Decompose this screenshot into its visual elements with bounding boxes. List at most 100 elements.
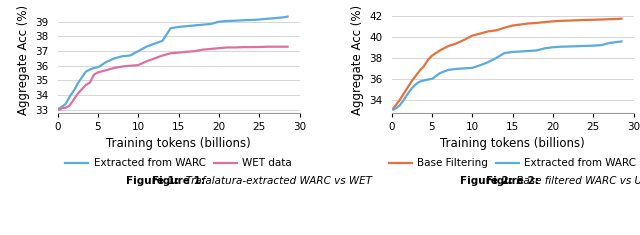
WET data xyxy=(90,73,98,76)
Legend: Extracted from WARC, WET data: Extracted from WARC, WET data xyxy=(65,158,292,168)
Extracted from WARC xyxy=(444,69,452,71)
Extracted from WARC xyxy=(392,107,399,110)
Base Filtering xyxy=(500,26,508,29)
Extracted from WARC xyxy=(264,17,271,20)
Extracted from WARC xyxy=(58,106,65,108)
WET data xyxy=(231,46,239,49)
Base Filtering xyxy=(557,20,565,22)
Extracted from WARC xyxy=(565,45,573,48)
Base Filtering xyxy=(565,19,573,22)
Extracted from WARC xyxy=(412,83,420,86)
WET data xyxy=(271,45,279,48)
WET data xyxy=(280,45,287,48)
Extracted from WARC xyxy=(207,23,214,25)
Extracted from WARC xyxy=(581,45,589,47)
Base Filtering xyxy=(598,18,605,21)
Extracted from WARC xyxy=(549,46,557,49)
Base Filtering xyxy=(392,104,399,107)
Extracted from WARC xyxy=(428,78,436,80)
Extracted from WARC xyxy=(424,78,432,81)
Line: Extracted from WARC: Extracted from WARC xyxy=(393,41,621,110)
Extracted from WARC xyxy=(598,44,605,47)
Extracted from WARC xyxy=(248,19,255,21)
Legend: Base Filtering, Extracted from WARC: Base Filtering, Extracted from WARC xyxy=(389,158,636,168)
Base Filtering xyxy=(400,92,408,95)
WET data xyxy=(58,107,65,110)
Extracted from WARC xyxy=(493,56,500,59)
Extracted from WARC xyxy=(86,68,93,71)
Extracted from WARC xyxy=(468,67,476,69)
WET data xyxy=(118,65,126,68)
Extracted from WARC xyxy=(500,52,508,55)
WET data xyxy=(255,46,263,48)
WET data xyxy=(284,45,291,48)
X-axis label: Training tokens (billions): Training tokens (billions) xyxy=(440,137,585,150)
WET data xyxy=(223,46,231,49)
Extracted from WARC xyxy=(477,64,484,67)
Extracted from WARC xyxy=(223,20,231,22)
WET data xyxy=(82,83,90,86)
Extracted from WARC xyxy=(191,24,198,27)
Base Filtering xyxy=(573,19,581,22)
Base Filtering xyxy=(477,32,484,35)
WET data xyxy=(70,98,77,101)
Extracted from WARC xyxy=(557,45,565,48)
Extracted from WARC xyxy=(74,82,82,85)
Extracted from WARC xyxy=(484,61,492,63)
WET data xyxy=(183,51,191,53)
Base Filtering xyxy=(424,59,432,61)
Base Filtering xyxy=(541,21,548,24)
Extracted from WARC xyxy=(159,39,166,42)
Extracted from WARC xyxy=(416,80,424,83)
Extracted from WARC xyxy=(90,67,98,69)
Extracted from WARC xyxy=(396,104,403,107)
Extracted from WARC xyxy=(199,23,207,26)
WET data xyxy=(215,47,223,50)
Extracted from WARC xyxy=(517,50,525,53)
Base Filtering xyxy=(605,18,613,21)
WET data xyxy=(94,71,102,74)
Line: Base Filtering: Base Filtering xyxy=(393,19,621,109)
Text: Trafalatura-extracted WARC vs WET: Trafalatura-extracted WARC vs WET xyxy=(179,176,372,186)
Base Filtering xyxy=(549,20,557,23)
Base Filtering xyxy=(581,19,589,21)
Base Filtering xyxy=(444,45,452,47)
Text: Figure 1:: Figure 1: xyxy=(125,176,179,186)
Extracted from WARC xyxy=(239,19,247,22)
WET data xyxy=(264,45,271,48)
Extracted from WARC xyxy=(389,108,397,111)
Base Filtering xyxy=(468,34,476,37)
Extracted from WARC xyxy=(166,27,174,30)
WET data xyxy=(239,46,247,49)
Extracted from WARC xyxy=(436,72,444,74)
Base Filtering xyxy=(452,42,460,45)
Base Filtering xyxy=(404,86,412,89)
Base Filtering xyxy=(493,29,500,32)
Extracted from WARC xyxy=(66,95,74,98)
Text: Figure 2:: Figure 2: xyxy=(486,176,539,186)
Extracted from WARC xyxy=(143,45,150,48)
Base Filtering xyxy=(509,24,516,27)
Extracted from WARC xyxy=(284,15,291,18)
Extracted from WARC xyxy=(605,42,613,44)
Extracted from WARC xyxy=(215,20,223,23)
WET data xyxy=(86,81,93,84)
Base Filtering xyxy=(420,65,428,68)
Extracted from WARC xyxy=(533,49,541,52)
Text: Base filtered WARC vs Unfiltered WARC: Base filtered WARC vs Unfiltered WARC xyxy=(513,176,640,186)
WET data xyxy=(74,92,82,95)
WET data xyxy=(248,46,255,49)
X-axis label: Training tokens (billions): Training tokens (billions) xyxy=(106,137,251,150)
WET data xyxy=(199,48,207,51)
WET data xyxy=(150,57,158,60)
WET data xyxy=(56,108,63,111)
Base Filtering xyxy=(589,18,597,21)
Extracted from WARC xyxy=(175,25,182,28)
Base Filtering xyxy=(618,17,625,20)
Base Filtering xyxy=(460,38,468,41)
Extracted from WARC xyxy=(102,61,110,63)
Base Filtering xyxy=(525,22,532,25)
WET data xyxy=(191,50,198,52)
Extracted from WARC xyxy=(126,54,134,57)
Extracted from WARC xyxy=(94,66,102,69)
